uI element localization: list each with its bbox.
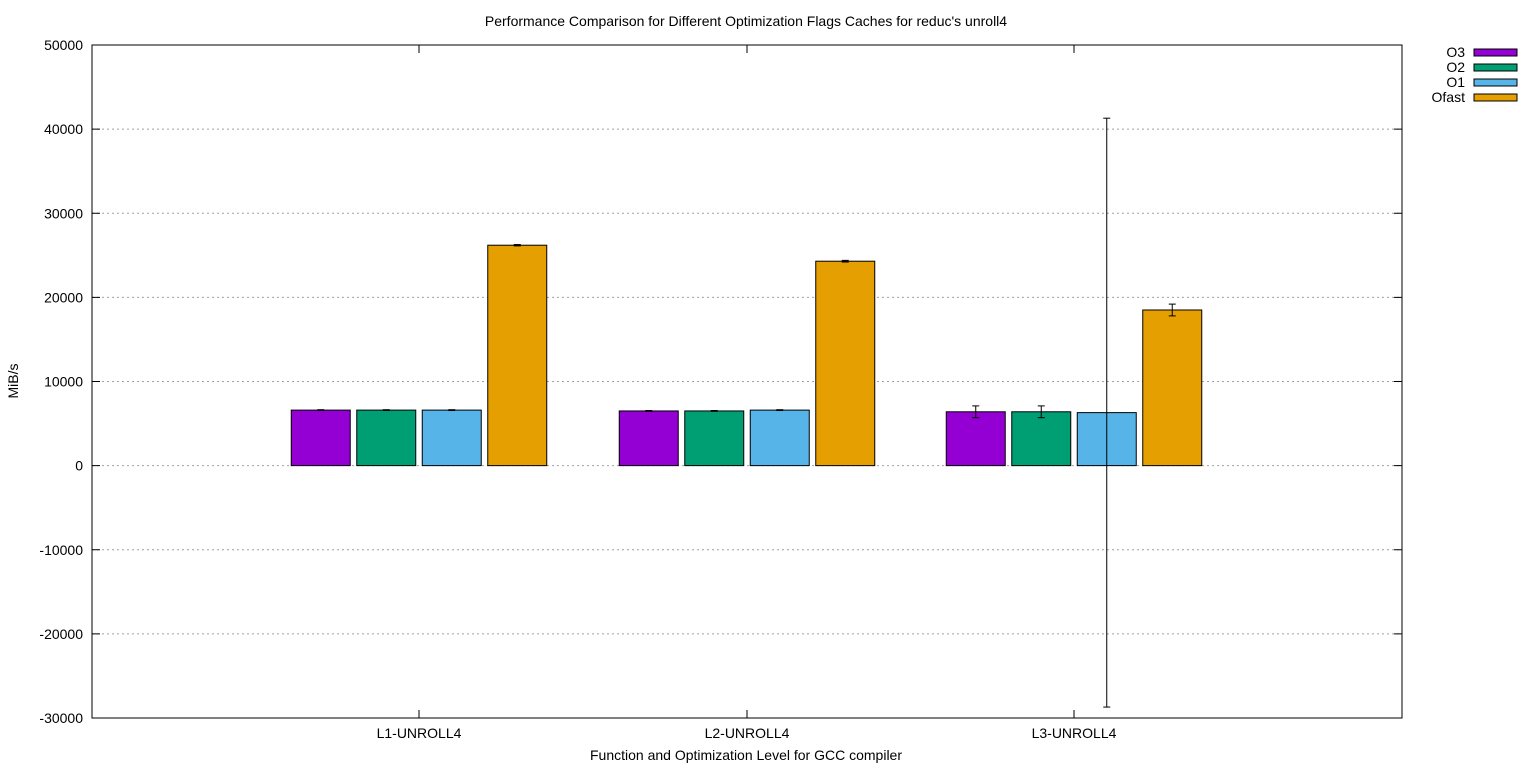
error-bar-l3-unroll4-ofast (1168, 303, 1176, 317)
error-bar-l3-unroll4-o2 (1037, 405, 1045, 419)
y-tick-label: -20000 (39, 626, 83, 642)
bar-l2-unroll4-o3 (618, 410, 679, 467)
error-bar-l3-unroll4-o1 (1103, 117, 1111, 708)
error-bar-l1-unroll4-ofast (513, 244, 521, 247)
error-bar-l3-unroll4-o3 (972, 405, 980, 419)
bar-l2-unroll4-ofast (815, 260, 876, 467)
legend-swatch-o3 (1473, 48, 1518, 57)
legend-swatch-ofast (1473, 93, 1518, 102)
bar-l2-unroll4-o1 (749, 409, 810, 467)
bar-l1-unroll4-o2 (356, 409, 417, 467)
error-bar-l1-unroll4-o1 (448, 409, 456, 412)
legend-label-ofast: Ofast (1432, 89, 1466, 105)
bar-l1-unroll4-ofast (487, 244, 548, 467)
error-bar-l1-unroll4-o2 (382, 409, 390, 412)
error-bar-l2-unroll4-o3 (645, 410, 653, 412)
bar-l3-unroll4-ofast (1142, 309, 1203, 467)
error-bar-l2-unroll4-ofast (841, 259, 849, 263)
legend-swatch-o1 (1473, 78, 1518, 87)
error-bar-l2-unroll4-o1 (776, 409, 784, 412)
y-tick-labels: -30000 -20000 -10000 0 10000 20000 30000 40000 5… (39, 37, 83, 726)
x-tick-label: L1-UNROLL4 (377, 725, 462, 741)
y-tick-label: 0 (75, 458, 83, 474)
x-axis-title: Function and Optimization Level for GCC … (590, 747, 902, 763)
legend-label-o3: O3 (1446, 44, 1465, 60)
bar-l3-unroll4-o3 (945, 411, 1006, 467)
bars (290, 244, 1203, 467)
bar-l1-unroll4-o3 (290, 409, 351, 467)
y-tick-label: 10000 (44, 374, 83, 390)
y-tick-label: -30000 (39, 710, 83, 726)
legend-label-o2: O2 (1446, 59, 1465, 75)
y-tick-label: 30000 (44, 205, 83, 221)
y-tick-label: 20000 (44, 289, 83, 305)
x-tick-labels: L1-UNROLL4 L2-UNROLL4 L3-UNROLL4 (377, 725, 1117, 741)
y-axis-title: MiB/s (5, 364, 21, 399)
bar-l2-unroll4-o2 (684, 410, 745, 467)
error-bar-l1-unroll4-o3 (317, 409, 325, 412)
bar-l3-unroll4-o2 (1011, 411, 1072, 467)
chart-title: Performance Comparison for Different Opt… (485, 13, 1007, 29)
plot-frame (91, 44, 1403, 719)
y-tick-label: -10000 (39, 542, 83, 558)
x-tick-label: L2-UNROLL4 (705, 725, 790, 741)
legend-swatch-o2 (1473, 63, 1518, 72)
legend-label-o1: O1 (1446, 74, 1465, 90)
error-bar-l2-unroll4-o2 (710, 410, 718, 412)
y-tick-label: 50000 (44, 37, 83, 53)
bar-l1-unroll4-o1 (421, 409, 482, 467)
y-tick-label: 40000 (44, 121, 83, 137)
x-tick-label: L3-UNROLL4 (1032, 725, 1117, 741)
grid-lines (92, 128, 1402, 635)
error-bars (317, 117, 1176, 708)
